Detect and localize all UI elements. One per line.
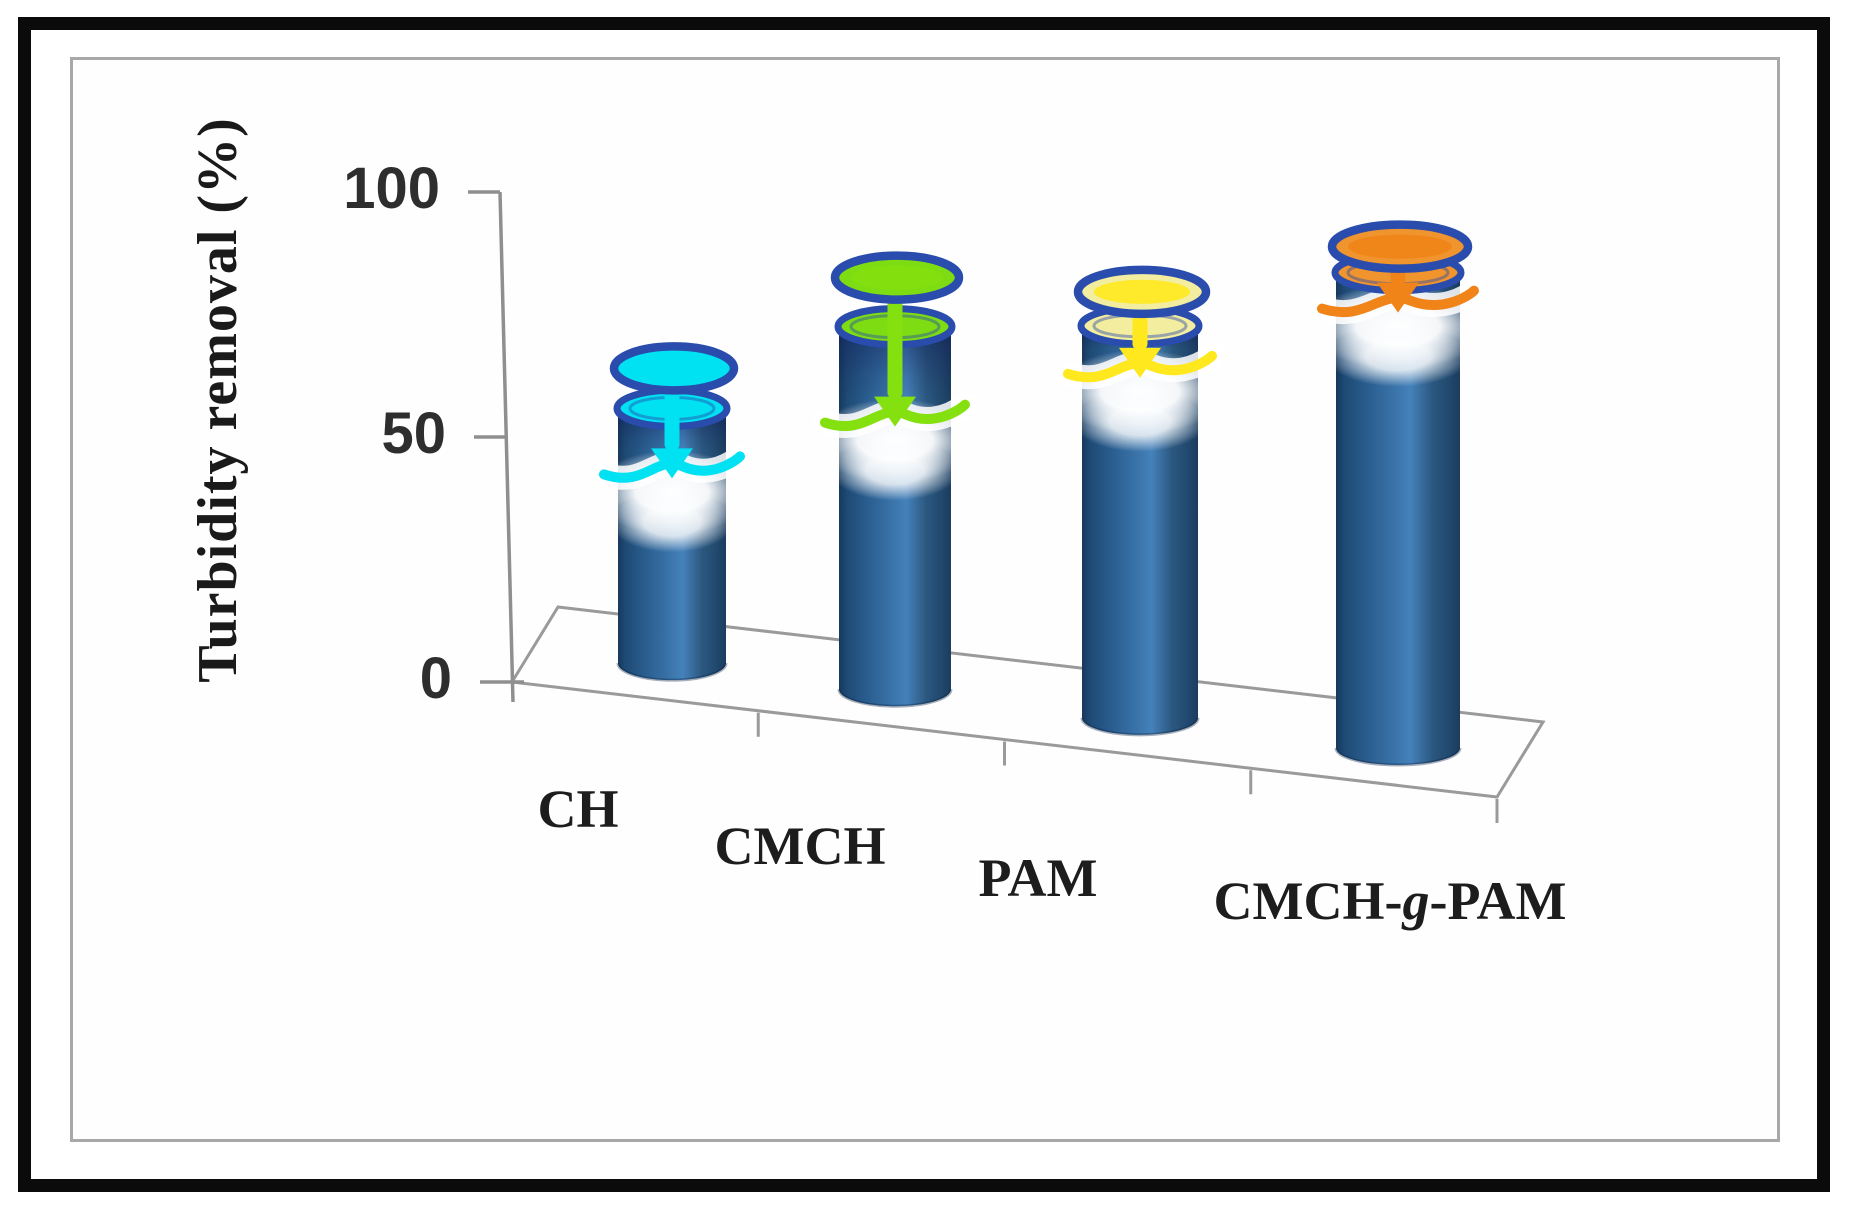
y-tick-label: 100 (343, 156, 440, 221)
category-label: CMCH-g-PAM (1214, 871, 1567, 931)
cylinder-base-edge (837, 688, 953, 708)
glow-band (609, 492, 735, 553)
arrow-head (874, 396, 916, 427)
arrow-head (1119, 347, 1161, 378)
arrow-head (651, 448, 693, 479)
glow-band (1073, 391, 1207, 452)
wave-stroke (599, 451, 745, 483)
category-label: CH (538, 779, 619, 839)
cylinder-cmch-g-pam (1336, 272, 1460, 765)
floating-marker-core (1348, 234, 1452, 259)
y-axis-title: Turbidity removal (%) (187, 117, 249, 682)
cylinder-base-edge (1334, 747, 1462, 767)
category-label: PAM (979, 848, 1098, 908)
floor (509, 605, 1546, 799)
arrow-head (1377, 282, 1419, 313)
glow-band (1326, 326, 1470, 387)
y-axis (498, 191, 515, 703)
y-tick-label: 0 (420, 646, 452, 711)
cylinder-base-edge (616, 662, 728, 682)
wave-stroke (1317, 285, 1479, 318)
glow-band (830, 440, 960, 501)
category-label: CMCH (715, 816, 886, 876)
y-tick-label: 50 (381, 401, 446, 466)
cylinder-base-edge (1080, 717, 1200, 737)
arrow-stem (664, 380, 680, 451)
floating-marker-core (851, 265, 943, 290)
floating-marker-core (630, 356, 718, 381)
floating-marker-core (1094, 279, 1190, 304)
arrow-stem (887, 289, 903, 399)
wave-stroke (820, 399, 970, 432)
wave-stroke (1063, 350, 1217, 383)
